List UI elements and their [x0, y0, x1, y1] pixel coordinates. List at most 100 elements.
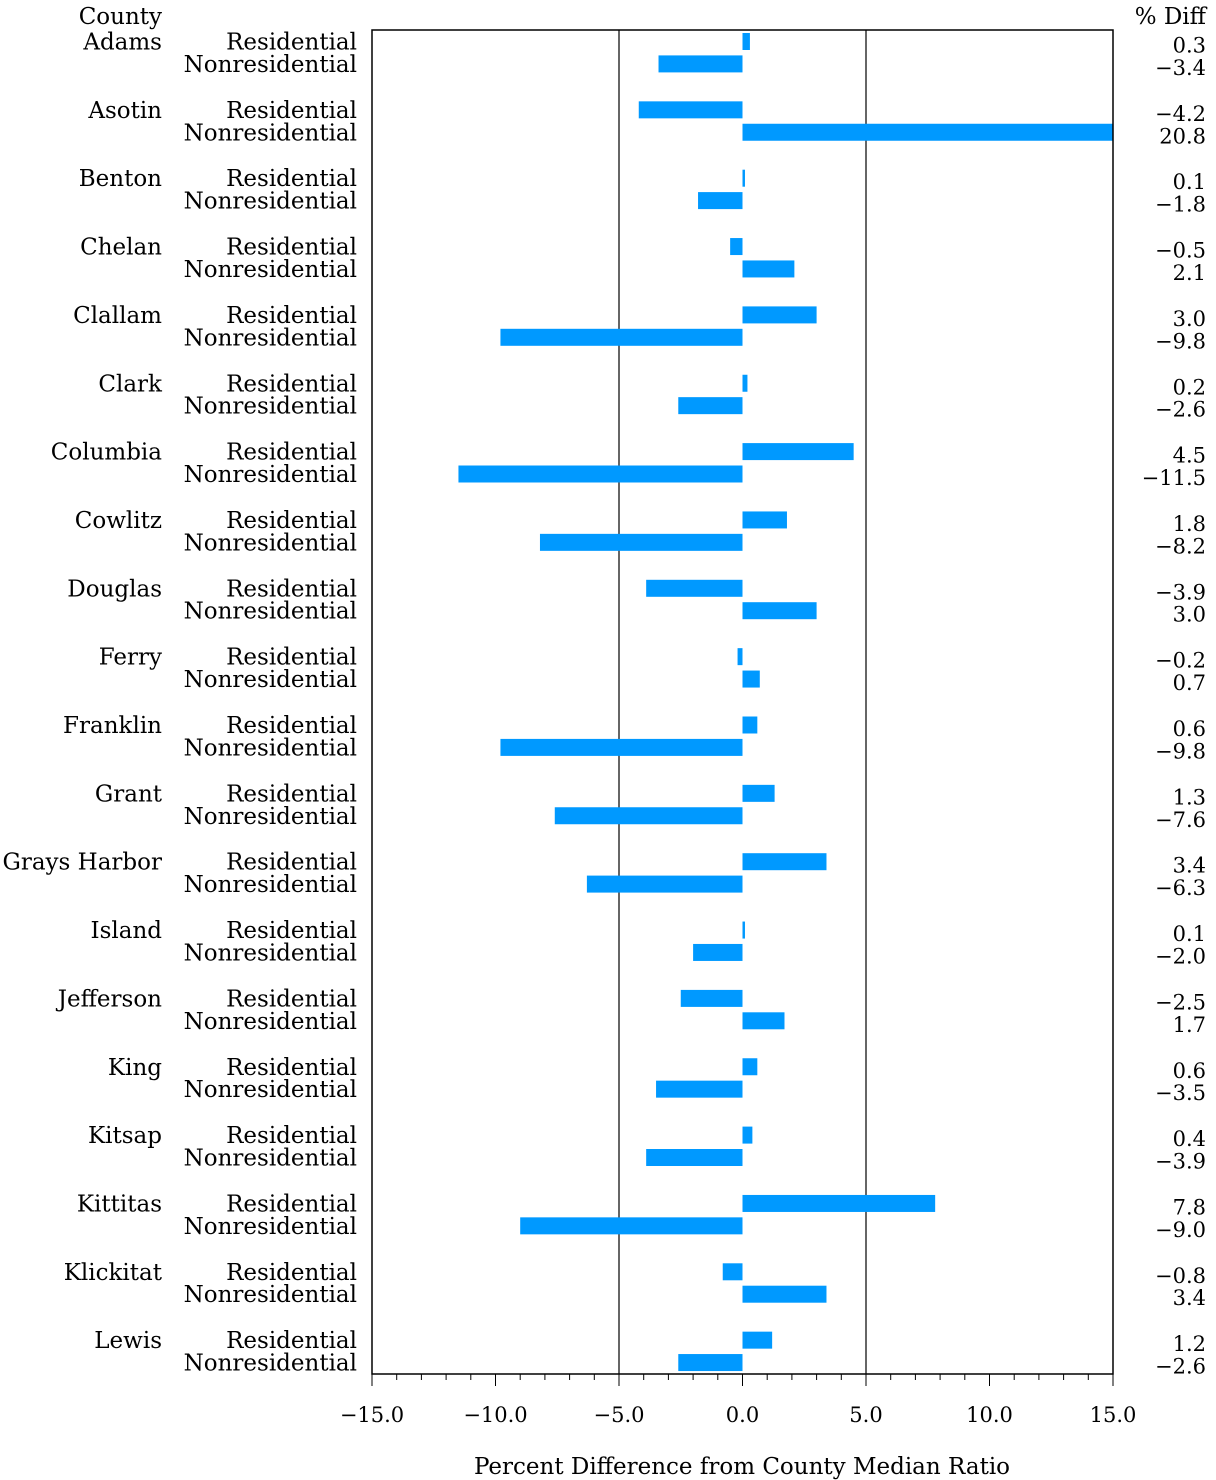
labels-group: Adams ResidentialNonresidential0.3−3.4Aso… [2, 30, 1206, 1379]
class-label-nonresidential: Nonresidential [184, 1146, 357, 1172]
diff-value-residential: 1.3 [1173, 785, 1206, 809]
diff-value-nonresidential: −6.3 [1155, 876, 1206, 900]
bar-douglas-nonresidential [742, 602, 817, 620]
class-label-residential: Residential [226, 1328, 357, 1354]
bar-benton-nonresidential [698, 192, 743, 210]
class-label-residential: Residential [226, 303, 357, 329]
diff-value-residential: 0.2 [1173, 375, 1206, 399]
diff-value-residential: 3.0 [1173, 307, 1206, 331]
diff-value-nonresidential: −7.6 [1155, 808, 1206, 832]
bar-asotin-residential [638, 101, 743, 119]
bar-ferry-residential [737, 648, 743, 666]
x-tick-label: 15.0 [1090, 1403, 1137, 1427]
county-label: Klickitat [64, 1260, 163, 1286]
bar-chelan-nonresidential [742, 260, 795, 278]
bar-clallam-residential [742, 306, 817, 324]
x-tick-label: 5.0 [849, 1403, 882, 1427]
bars-group [458, 33, 1113, 1372]
plot-frame [371, 29, 1114, 1375]
diff-value-nonresidential: −9.8 [1155, 329, 1206, 353]
pct-diff-header: % Diff [1135, 4, 1208, 30]
class-label-residential: Residential [226, 1055, 357, 1081]
x-tick-label: 0.0 [726, 1403, 759, 1427]
bar-clallam-nonresidential [500, 328, 743, 346]
bar-lewis-nonresidential [678, 1354, 743, 1372]
diff-value-residential: −0.5 [1155, 239, 1206, 263]
class-label-residential: Residential [226, 166, 357, 192]
class-label-residential: Residential [226, 371, 357, 397]
bar-adams-nonresidential [658, 55, 743, 73]
county-label: Ferry [99, 645, 162, 671]
class-label-nonresidential: Nonresidential [184, 667, 357, 693]
county-header: County [79, 4, 162, 30]
diff-value-residential: 0.6 [1173, 717, 1206, 741]
bar-grays-harbor-nonresidential [586, 875, 743, 893]
class-label-residential: Residential [226, 1191, 357, 1217]
class-label-nonresidential: Nonresidential [184, 735, 357, 761]
bar-kittitas-nonresidential [520, 1217, 743, 1235]
diff-value-residential: 1.8 [1173, 512, 1206, 536]
bar-columbia-residential [742, 443, 854, 461]
diff-value-residential: −3.9 [1155, 580, 1206, 604]
diff-value-residential: 0.4 [1173, 1127, 1206, 1151]
diff-value-residential: 3.4 [1173, 854, 1206, 878]
reference-lines [618, 30, 867, 1374]
diff-value-residential: 4.5 [1173, 444, 1206, 468]
class-label-nonresidential: Nonresidential [184, 872, 357, 898]
bar-king-residential [742, 1058, 758, 1076]
bar-lewis-residential [742, 1331, 773, 1349]
bar-cowlitz-residential [742, 511, 787, 529]
bar-island-nonresidential [693, 943, 743, 961]
class-label-residential: Residential [226, 781, 357, 807]
bar-jefferson-nonresidential [742, 1012, 785, 1030]
diff-value-nonresidential: −11.5 [1142, 466, 1206, 490]
diff-value-residential: −0.8 [1155, 1264, 1206, 1288]
county-label: Cowlitz [75, 508, 162, 534]
diff-value-nonresidential: −3.4 [1155, 56, 1206, 80]
diff-value-residential: 0.6 [1173, 1059, 1206, 1083]
diff-value-nonresidential: 0.7 [1173, 671, 1206, 695]
county-label: Benton [79, 166, 162, 192]
class-label-residential: Residential [226, 508, 357, 534]
county-label: Jefferson [56, 986, 162, 1012]
diff-value-nonresidential: −3.9 [1155, 1150, 1206, 1174]
class-label-residential: Residential [226, 1123, 357, 1149]
class-label-nonresidential: Nonresidential [184, 530, 357, 556]
county-label: Douglas [67, 576, 162, 602]
diff-value-nonresidential: 2.1 [1173, 261, 1206, 285]
bar-chelan-residential [730, 238, 743, 256]
class-label-residential: Residential [226, 440, 357, 466]
diff-value-nonresidential: 20.8 [1159, 124, 1206, 148]
county-label: Lewis [94, 1328, 162, 1354]
class-label-nonresidential: Nonresidential [184, 940, 357, 966]
diff-value-nonresidential: −9.8 [1155, 739, 1206, 763]
bar-jefferson-residential [680, 989, 743, 1007]
bar-cowlitz-nonresidential [539, 533, 743, 551]
class-label-residential: Residential [226, 850, 357, 876]
class-label-nonresidential: Nonresidential [184, 462, 357, 488]
bar-franklin-nonresidential [500, 738, 743, 756]
county-label: Island [91, 918, 163, 944]
bar-grays-harbor-residential [742, 853, 827, 871]
bar-kitsap-nonresidential [646, 1149, 743, 1166]
county-label: Grays Harbor [2, 850, 162, 876]
diff-value-nonresidential: −2.6 [1155, 398, 1206, 422]
diff-value-nonresidential: −3.5 [1155, 1081, 1206, 1105]
diff-value-nonresidential: 3.4 [1173, 1286, 1206, 1310]
diff-value-residential: −4.2 [1155, 102, 1206, 126]
bar-columbia-nonresidential [458, 465, 743, 483]
bar-klickitat-nonresidential [742, 1285, 827, 1303]
class-label-nonresidential: Nonresidential [184, 1077, 357, 1103]
diff-value-nonresidential: −2.0 [1155, 944, 1206, 968]
county-label: Grant [95, 781, 163, 807]
diff-value-residential: −2.5 [1155, 990, 1206, 1014]
class-label-nonresidential: Nonresidential [184, 325, 357, 351]
diff-value-nonresidential: 3.0 [1173, 603, 1206, 627]
class-label-nonresidential: Nonresidential [184, 52, 357, 78]
class-label-nonresidential: Nonresidential [184, 1009, 357, 1035]
bar-kittitas-residential [742, 1194, 936, 1212]
bar-grant-residential [742, 784, 775, 802]
x-tick-label: −5.0 [594, 1403, 645, 1427]
diff-value-nonresidential: −9.0 [1155, 1218, 1206, 1242]
